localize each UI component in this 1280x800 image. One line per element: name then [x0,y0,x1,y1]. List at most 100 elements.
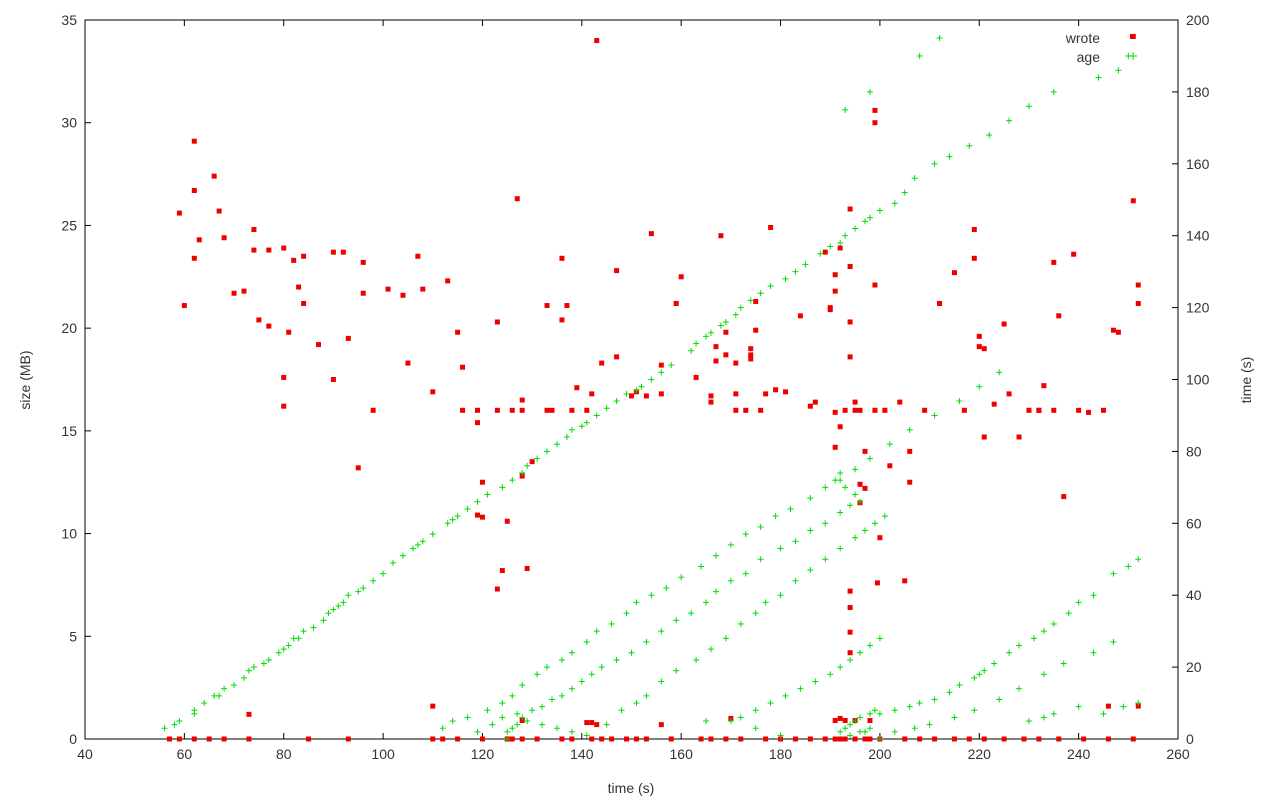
point-wrote [723,352,729,358]
point-age [161,725,168,732]
point-age [881,513,888,520]
point-wrote [708,393,714,399]
point-wrote [837,424,843,430]
point-age [847,721,854,728]
axis-ticks [84,19,1179,740]
point-wrote [867,736,873,742]
point-age [171,721,178,728]
point-age [757,556,764,563]
point-age [1100,710,1107,717]
point-wrote [658,362,664,368]
point-wrote [360,259,366,265]
point-wrote [847,588,853,594]
point-wrote [763,391,769,397]
point-age [593,628,600,635]
point-wrote [867,718,873,724]
point-wrote [504,518,510,524]
point-age [509,692,516,699]
point-wrote [862,485,868,491]
point-wrote [743,407,749,413]
point-wrote [301,300,307,306]
point-age [986,132,993,139]
point-age [553,725,560,732]
y2-tick-label: 100 [1186,372,1210,388]
point-age [275,649,282,656]
point-age [1060,660,1067,667]
point-wrote [559,255,565,261]
point-wrote [832,736,838,742]
point-age [673,667,680,674]
point-age [1135,700,1142,707]
point-age [1006,649,1013,656]
point-age [847,656,854,663]
point-wrote [231,290,237,296]
point-age [703,333,710,340]
point-wrote [594,38,600,44]
point-age [1110,638,1117,645]
point-wrote [266,323,272,329]
point-age [648,592,655,599]
point-age [1050,620,1057,627]
point-age [707,646,714,653]
point-wrote [479,479,485,485]
point-wrote [345,736,351,742]
point-age [876,207,883,214]
point-age [777,545,784,552]
point-age [668,362,675,369]
point-age [449,516,456,523]
point-age [842,484,849,491]
point-age [742,531,749,538]
point-wrote [589,720,595,726]
point-wrote [842,407,848,413]
point-age [792,268,799,275]
point-age [583,419,590,426]
point-wrote [629,393,634,399]
x-tick-label: 100 [371,746,395,762]
point-age [876,635,883,642]
point-wrote [1100,407,1106,413]
point-wrote [474,420,480,426]
point-age [499,714,506,721]
point-age [474,498,481,505]
point-age [464,714,471,721]
point-wrote [862,736,868,742]
point-wrote [668,736,674,742]
point-wrote [206,736,212,742]
point-age [852,491,859,498]
point-wrote [708,399,714,405]
point-wrote [797,313,803,319]
point-wrote [430,703,436,709]
point-age [757,290,764,297]
y2-tick-label: 60 [1186,515,1202,531]
point-age [847,502,854,509]
point-age [648,376,655,383]
point-age [727,718,734,725]
point-wrote [191,138,197,144]
point-wrote [514,196,520,202]
point-wrote [1105,703,1111,709]
point-age [578,423,585,430]
y2-tick-label: 180 [1186,84,1210,100]
point-wrote [857,481,863,487]
point-wrote [614,354,620,360]
point-wrote [256,317,262,323]
point-age [1075,599,1082,606]
x-tick-label: 40 [77,746,93,762]
point-age [613,398,620,405]
point-age [837,728,844,735]
point-wrote [599,736,605,742]
point-age [1110,570,1117,577]
point-wrote [748,356,754,362]
point-age [693,340,700,347]
point-age [340,599,347,606]
y-tick-label: 20 [61,320,77,336]
point-age [712,588,719,595]
point-age [737,304,744,311]
point-age [857,714,864,721]
point-wrote [1016,434,1022,440]
point-wrote [763,736,769,742]
point-wrote [286,329,292,335]
point-wrote [698,736,704,742]
point-age [474,728,481,735]
point-age [380,570,387,577]
